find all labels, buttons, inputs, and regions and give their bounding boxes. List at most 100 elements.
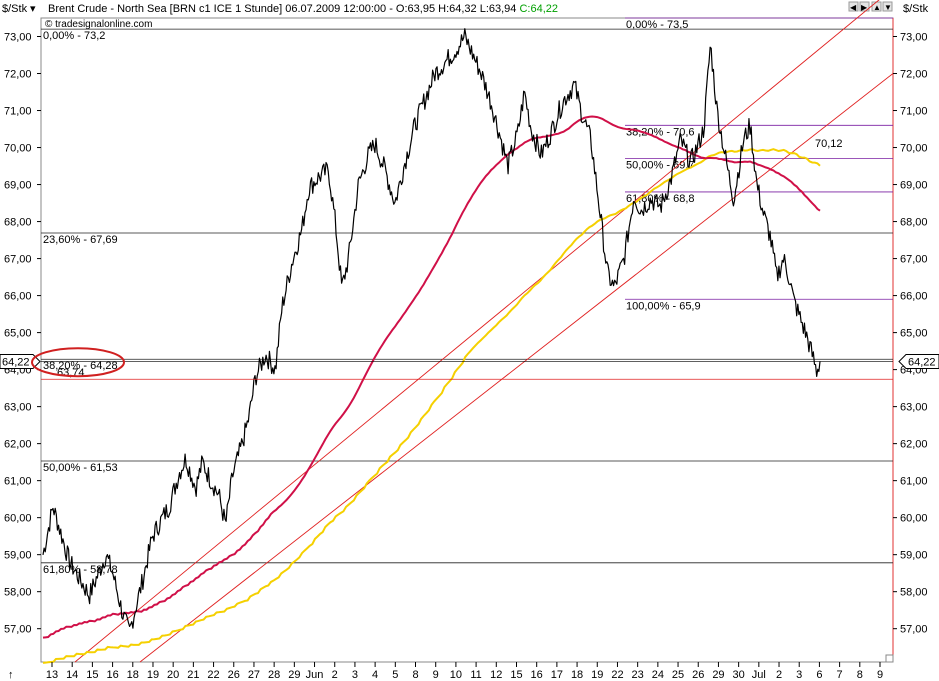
highlight-ellipse — [31, 347, 125, 378]
channel-line-lower — [139, 73, 894, 663]
x-tick-label: 30 — [733, 669, 745, 681]
x-tick-label: 18 — [571, 669, 583, 681]
ma-value-label: 70,12 — [815, 138, 843, 150]
x-tick-label: 22 — [207, 669, 219, 681]
watermark: © tradesignalonline.com — [45, 19, 152, 30]
svg-text:◀: ◀ — [850, 3, 857, 12]
x-tick-label: 24 — [652, 669, 664, 681]
svg-text:▲: ▲ — [873, 3, 881, 12]
moving-average-fast — [42, 115, 821, 639]
y-tick-label: 63,00 — [900, 402, 928, 414]
chart-header: $/Stk ▾ Brent Crude - North Sea [BRN c1 … — [2, 1, 929, 30]
x-tick-label: 15 — [86, 669, 98, 681]
instrument-title: Brent Crude - North Sea [BRN c1 ICE 1 St… — [48, 3, 558, 15]
instrument-title-text: Brent Crude - North Sea [BRN c1 ICE 1 St… — [48, 3, 519, 15]
svg-text:▼: ▼ — [884, 3, 892, 12]
x-tick-label: 3 — [796, 669, 802, 681]
y-tick-label: 68,00 — [900, 217, 928, 229]
x-tick-label: 22 — [611, 669, 623, 681]
x-tick-label: 11 — [470, 669, 481, 681]
y-tick-label: 60,00 — [4, 513, 32, 525]
fib-label: 50,00% - 69,7 — [626, 160, 695, 172]
annotations: 63,74 64,22 64,22 70,12 — [0, 138, 939, 380]
y-tick-label: 65,00 — [4, 328, 32, 340]
y-tick-label: 70,00 — [4, 143, 32, 155]
x-tick-label: 23 — [632, 669, 644, 681]
y-tick-label: 61,00 — [4, 476, 32, 488]
x-tick-label: 27 — [248, 669, 260, 681]
y-tick-label: 70,00 — [900, 143, 928, 155]
x-tick-label: 13 — [46, 669, 58, 681]
x-tick-label: 28 — [268, 669, 280, 681]
x-tick-label: 2 — [332, 669, 338, 681]
moving-average-slow — [42, 148, 821, 664]
last-price-label: 64,22 — [908, 356, 936, 368]
x-tick-label: 29 — [288, 669, 300, 681]
y-tick-label: 67,00 — [900, 254, 928, 266]
resize-handle-icon[interactable] — [885, 654, 894, 663]
y-axis-right: 57,0058,0059,0060,0061,0062,0063,0064,00… — [893, 32, 928, 636]
x-tick-label: 5 — [392, 669, 398, 681]
x-tick-label: 9 — [877, 669, 883, 681]
y-tick-label: 57,00 — [900, 624, 928, 636]
y-axis-left: 57,0058,0059,0060,0061,0062,0063,0064,00… — [4, 32, 41, 636]
y-tick-label: 71,00 — [4, 106, 32, 118]
x-tick-label: 16 — [531, 669, 543, 681]
y-tick-label: 62,00 — [900, 439, 928, 451]
x-tick-label: 19 — [591, 669, 603, 681]
trend-channel — [74, 0, 894, 663]
x-tick-label: 25 — [672, 669, 684, 681]
dropdown-arrow-icon[interactable]: ▾ — [30, 3, 36, 15]
x-tick-label: 3 — [352, 669, 358, 681]
y-tick-label: 63,00 — [4, 402, 32, 414]
y-tick-label: 69,00 — [900, 180, 928, 192]
x-tick-label: 6 — [816, 669, 822, 681]
fib-levels-primary: 0,00% - 73,2 23,60% - 67,69 38,20% - 64,28… — [41, 28, 893, 576]
x-tick-label: 2 — [776, 669, 782, 681]
x-axis-arrow-icon: ↑ — [8, 669, 14, 681]
svg-text:▶: ▶ — [861, 3, 868, 12]
x-tick-label: Jun — [306, 669, 324, 681]
fib-label: 50,00% - 61,53 — [43, 462, 118, 474]
x-tick-label: 4 — [372, 669, 378, 681]
x-tick-label: 9 — [433, 669, 439, 681]
x-tick-label: 20 — [167, 669, 179, 681]
y-tick-label: 66,00 — [4, 291, 32, 303]
fib-label: 0,00% - 73,5 — [626, 19, 688, 31]
y-tick-label: 58,00 — [4, 587, 32, 599]
last-price-label: 64,22 — [2, 356, 30, 368]
x-tick-label: 18 — [127, 669, 139, 681]
x-tick-label: 7 — [837, 669, 843, 681]
fib-label: 100,00% - 65,9 — [626, 300, 701, 312]
x-tick-label: Jul — [752, 669, 766, 681]
x-tick-label: 8 — [412, 669, 418, 681]
price-line — [42, 28, 821, 629]
x-tick-label: 26 — [692, 669, 704, 681]
y-tick-label: 65,00 — [900, 328, 928, 340]
fib-label: 0,00% - 73,2 — [43, 30, 105, 42]
unit-label: $/Stk — [2, 3, 28, 15]
last-price-tag-left — [0, 353, 41, 369]
fib-label: 38,20% - 64,28 — [43, 360, 118, 372]
fib-label: 23,60% - 67,69 — [43, 234, 118, 246]
fib-label: 38,20% - 70,6 — [626, 126, 695, 138]
y-tick-label: 71,00 — [900, 106, 928, 118]
x-tick-label: 8 — [857, 669, 863, 681]
y-tick-label: 72,00 — [900, 69, 928, 81]
y-tick-label: 59,00 — [900, 550, 928, 562]
x-tick-label: 15 — [510, 669, 522, 681]
x-tick-label: 16 — [106, 669, 118, 681]
channel-line-upper — [74, 0, 880, 663]
y-tick-label: 60,00 — [900, 513, 928, 525]
y-tick-label: 66,00 — [900, 291, 928, 303]
fib-levels-secondary: 0,00% - 73,538,20% - 70,650,00% - 69,761… — [625, 17, 893, 312]
y-tick-label: 73,00 — [4, 32, 32, 44]
y-tick-label: 59,00 — [4, 550, 32, 562]
x-tick-label: 17 — [551, 669, 563, 681]
x-tick-label: 29 — [712, 669, 724, 681]
last-price-tag-right — [898, 353, 939, 369]
x-axis: 13 14 15 16 18 19 20 21 22 26 27 28 29 Jun 2 3 4 5 8 9 10 11 1… — [8, 662, 883, 681]
x-tick-label: 14 — [66, 669, 78, 681]
change-value: C:64,22 — [519, 3, 558, 15]
